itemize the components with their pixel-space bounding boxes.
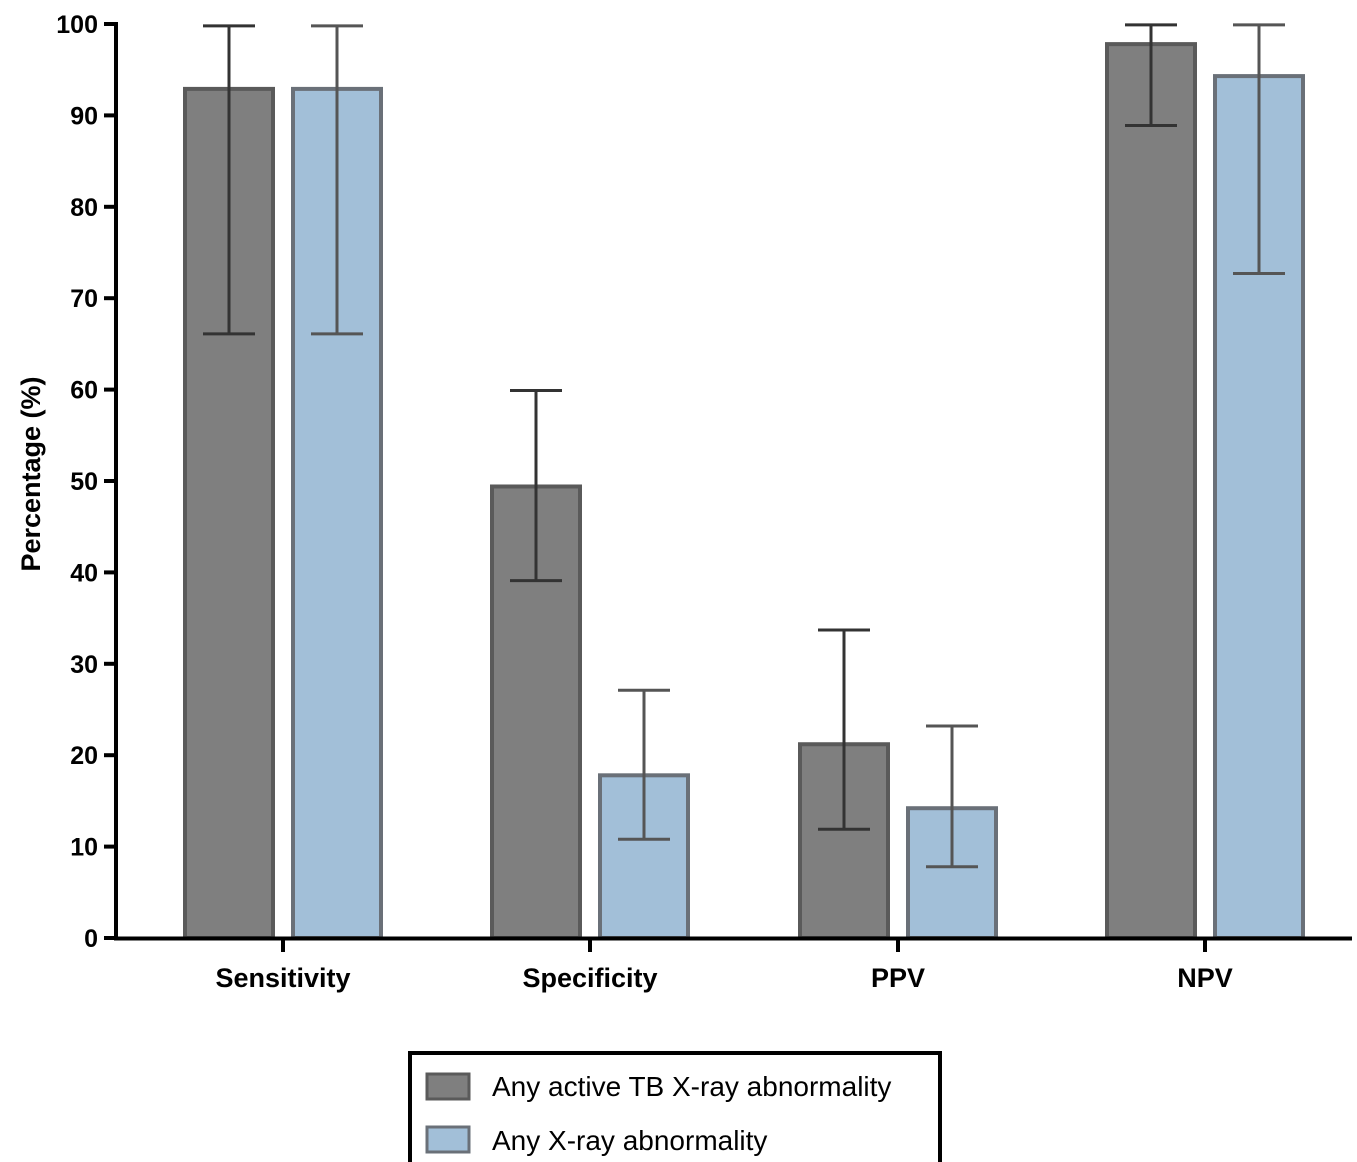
bar-1 xyxy=(1105,42,1197,941)
y-tick-label: 30 xyxy=(70,651,98,679)
x-tick-label: PPV xyxy=(871,963,925,993)
y-tick-label: 50 xyxy=(70,468,98,496)
legend-label-series-1: Any active TB X-ray abnormality xyxy=(492,1071,891,1102)
y-axis-ticks: 0 10 20 30 40 50 60 70 80 90 100 xyxy=(56,11,116,953)
legend-swatch-series-2 xyxy=(425,1125,471,1154)
x-tick-label: Specificity xyxy=(522,963,657,993)
legend-frame xyxy=(408,1051,942,1162)
y-tick-label: 70 xyxy=(70,285,98,313)
error-bars-group xyxy=(203,23,1285,869)
y-tick-label: 40 xyxy=(70,559,98,587)
y-tick-label: 20 xyxy=(70,742,98,770)
x-tick-label: Sensitivity xyxy=(215,963,350,993)
x-tick-label: NPV xyxy=(1177,963,1233,993)
bars-group xyxy=(183,42,1305,941)
y-axis-title: Percentage (%) xyxy=(16,376,46,571)
legend-swatch-series-1 xyxy=(425,1072,471,1101)
legend-label-series-2: Any X-ray abnormality xyxy=(492,1125,767,1156)
legend: Any active TB X-ray abnormality Any X-ra… xyxy=(408,1051,942,1162)
x-axis-ticks: Sensitivity Specificity PPV NPV xyxy=(215,938,1233,993)
y-tick-label: 100 xyxy=(56,11,98,39)
y-tick-label: 80 xyxy=(70,194,98,222)
y-tick-label: 60 xyxy=(70,377,98,405)
y-tick-label: 10 xyxy=(70,834,98,862)
y-tick-label: 90 xyxy=(70,102,98,130)
y-tick-label: 0 xyxy=(84,925,98,953)
